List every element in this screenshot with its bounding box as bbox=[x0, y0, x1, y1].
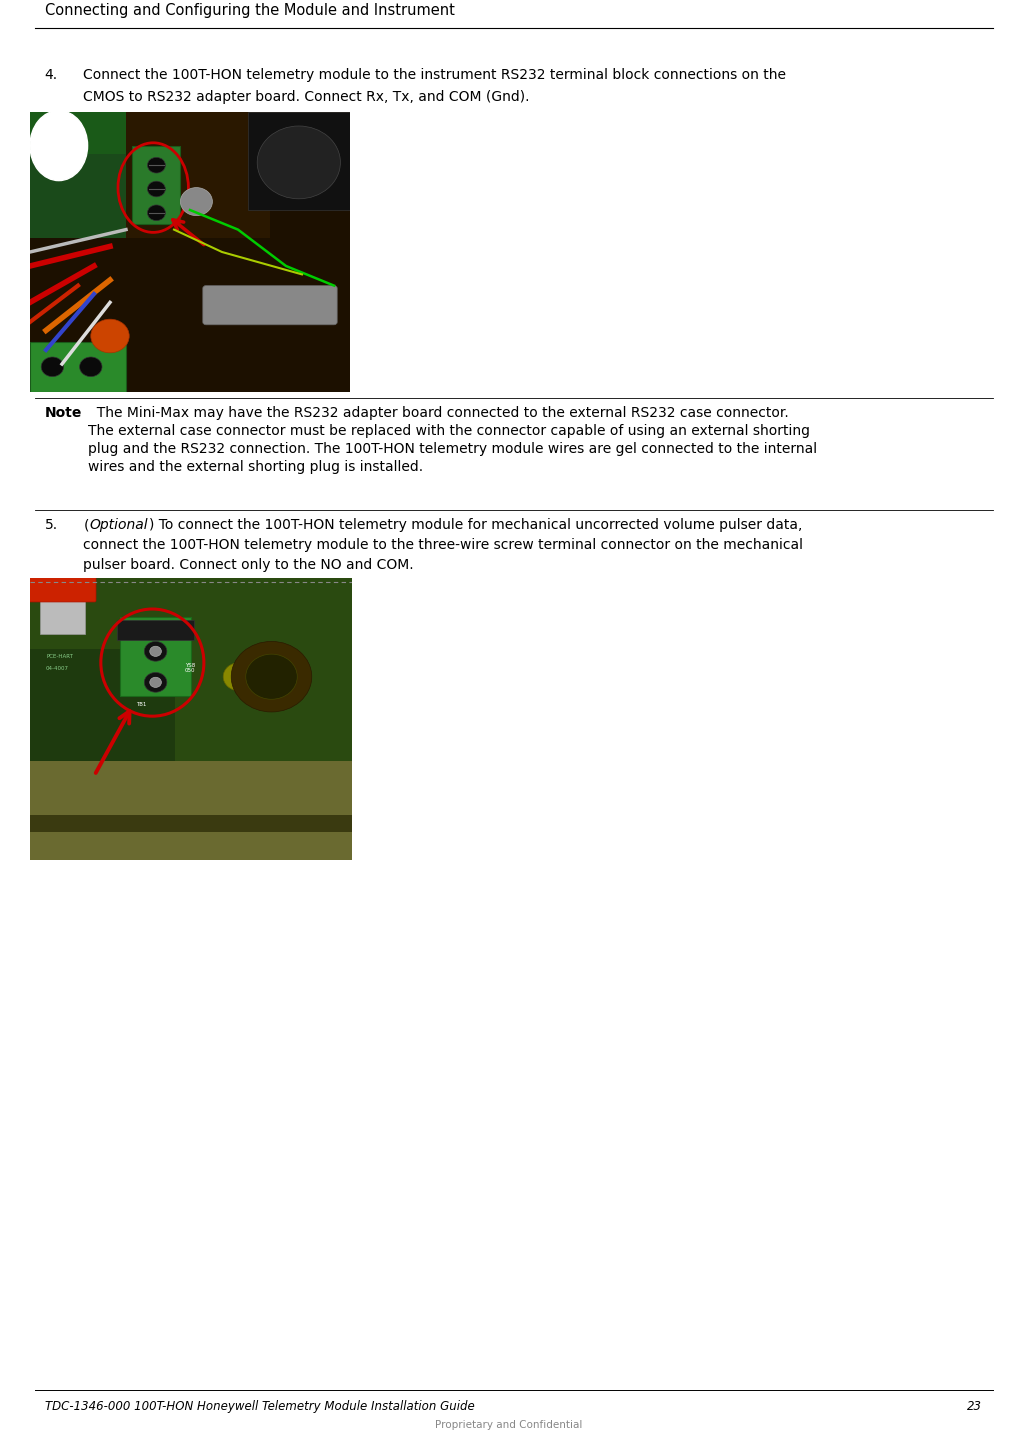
Text: 4.: 4. bbox=[45, 68, 58, 82]
FancyBboxPatch shape bbox=[30, 648, 175, 761]
FancyBboxPatch shape bbox=[120, 617, 191, 696]
Ellipse shape bbox=[231, 642, 312, 712]
Circle shape bbox=[91, 319, 129, 352]
FancyBboxPatch shape bbox=[40, 593, 84, 635]
FancyBboxPatch shape bbox=[30, 342, 126, 392]
Ellipse shape bbox=[43, 571, 81, 613]
FancyArrowPatch shape bbox=[173, 220, 204, 245]
Circle shape bbox=[180, 188, 213, 215]
FancyArrowPatch shape bbox=[96, 711, 129, 773]
FancyBboxPatch shape bbox=[29, 577, 96, 601]
Text: Connecting and Configuring the Module and Instrument: Connecting and Configuring the Module an… bbox=[45, 3, 455, 17]
Text: 23: 23 bbox=[967, 1401, 982, 1412]
FancyBboxPatch shape bbox=[247, 112, 350, 210]
Text: TB1: TB1 bbox=[136, 702, 147, 708]
FancyBboxPatch shape bbox=[30, 761, 352, 860]
Circle shape bbox=[223, 662, 256, 690]
FancyBboxPatch shape bbox=[30, 112, 222, 154]
Text: 5.: 5. bbox=[45, 518, 58, 531]
Circle shape bbox=[41, 357, 63, 377]
FancyBboxPatch shape bbox=[30, 578, 352, 860]
Ellipse shape bbox=[245, 654, 297, 699]
Circle shape bbox=[79, 357, 102, 377]
FancyBboxPatch shape bbox=[30, 815, 352, 831]
Text: PCE-HART: PCE-HART bbox=[46, 654, 73, 660]
FancyBboxPatch shape bbox=[30, 112, 350, 392]
Text: TDC-1346-000 100T-HON Honeywell Telemetry Module Installation Guide: TDC-1346-000 100T-HON Honeywell Telemetr… bbox=[45, 1401, 474, 1412]
Text: ) To connect the 100T-HON telemetry module for mechanical uncorrected volume pul: ) To connect the 100T-HON telemetry modu… bbox=[149, 518, 802, 531]
Circle shape bbox=[148, 181, 165, 197]
Text: pulser board. Connect only to the NO and COM.: pulser board. Connect only to the NO and… bbox=[83, 558, 414, 572]
Text: Proprietary and Confidential: Proprietary and Confidential bbox=[436, 1420, 582, 1430]
Text: plug and the RS232 connection. The 100T-HON telemetry module wires are gel conne: plug and the RS232 connection. The 100T-… bbox=[88, 443, 816, 456]
FancyBboxPatch shape bbox=[203, 285, 337, 325]
Text: wires and the external shorting plug is installed.: wires and the external shorting plug is … bbox=[88, 460, 422, 475]
Text: 04-4007: 04-4007 bbox=[46, 665, 69, 671]
Text: Note: Note bbox=[45, 406, 82, 419]
Text: The external case connector must be replaced with the connector capable of using: The external case connector must be repl… bbox=[88, 424, 809, 438]
Circle shape bbox=[145, 673, 167, 692]
Circle shape bbox=[148, 205, 165, 221]
Text: connect the 100T-HON telemetry module to the three-wire screw terminal connector: connect the 100T-HON telemetry module to… bbox=[83, 539, 803, 552]
Text: Optional: Optional bbox=[90, 518, 149, 531]
Text: (: ( bbox=[83, 518, 89, 531]
FancyBboxPatch shape bbox=[132, 146, 180, 224]
FancyBboxPatch shape bbox=[30, 578, 352, 761]
Text: YS8
050: YS8 050 bbox=[184, 662, 195, 674]
Circle shape bbox=[145, 642, 167, 661]
Circle shape bbox=[150, 677, 162, 687]
Circle shape bbox=[150, 646, 162, 657]
FancyBboxPatch shape bbox=[126, 112, 270, 237]
Text: CMOS to RS232 adapter board. Connect Rx, Tx, and COM (Gnd).: CMOS to RS232 adapter board. Connect Rx,… bbox=[83, 90, 530, 103]
Text: Connect the 100T-HON telemetry module to the instrument RS232 terminal block con: Connect the 100T-HON telemetry module to… bbox=[83, 68, 787, 82]
Text: The Mini-Max may have the RS232 adapter board connected to the external RS232 ca: The Mini-Max may have the RS232 adapter … bbox=[88, 406, 788, 419]
Circle shape bbox=[148, 157, 165, 173]
Circle shape bbox=[258, 127, 340, 199]
FancyBboxPatch shape bbox=[117, 620, 194, 641]
FancyBboxPatch shape bbox=[30, 112, 132, 237]
Ellipse shape bbox=[30, 111, 88, 181]
